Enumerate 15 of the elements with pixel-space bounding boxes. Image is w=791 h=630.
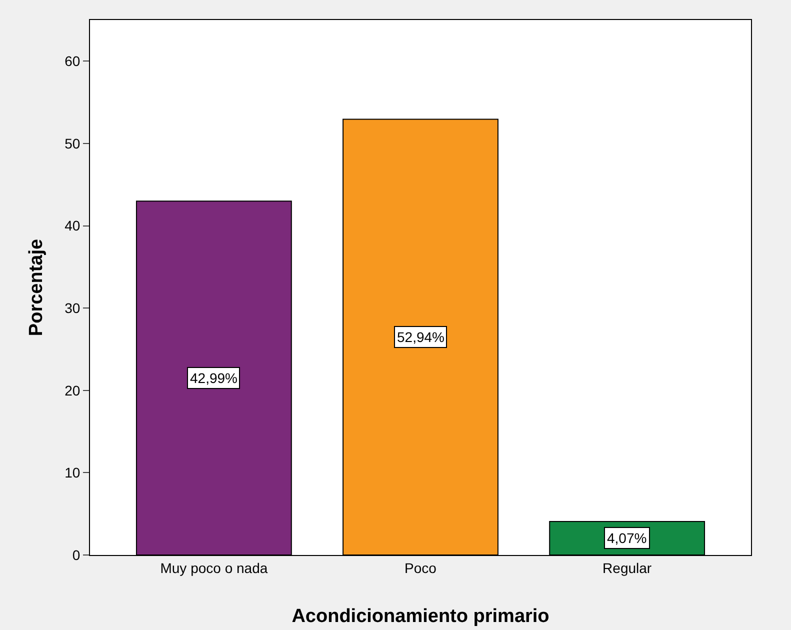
y-tick-label: 30: [64, 300, 80, 316]
data-label: 4,07%: [607, 530, 647, 546]
y-tick-label: 40: [64, 218, 80, 234]
y-tick-label: 10: [64, 464, 80, 481]
data-label: 52,94%: [397, 329, 444, 345]
x-tick-label: Muy poco o nada: [160, 560, 268, 576]
y-tick-label: 60: [64, 53, 80, 70]
y-axis-title: Porcentaje: [26, 238, 47, 336]
y-tick-label: 20: [64, 382, 80, 398]
x-axis-title: Acondicionamiento primario: [292, 606, 550, 627]
data-label: 42,99%: [190, 370, 238, 386]
x-tick-label: Poco: [404, 560, 437, 576]
y-tick-label: 0: [72, 546, 80, 563]
x-tick-label: Regular: [602, 560, 652, 576]
y-tick-label: 50: [64, 135, 80, 152]
